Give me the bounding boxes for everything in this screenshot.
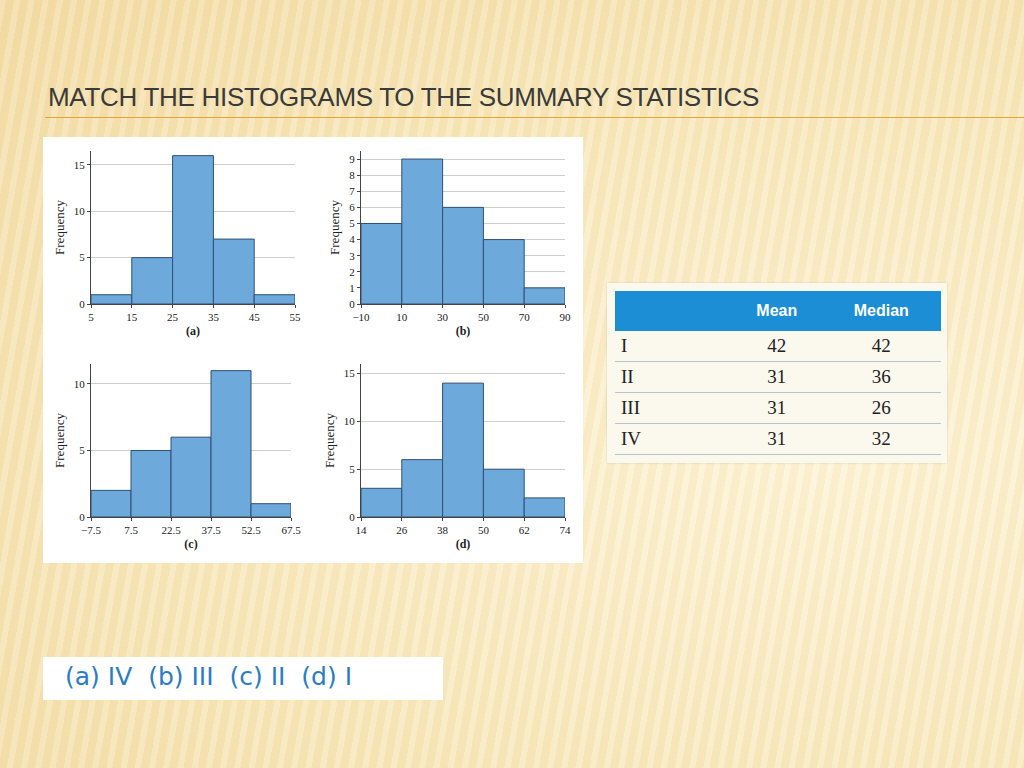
svg-text:55: 55 bbox=[290, 311, 302, 323]
svg-text:10: 10 bbox=[74, 378, 86, 390]
svg-text:70: 70 bbox=[519, 311, 531, 323]
svg-text:(d): (d) bbox=[456, 537, 471, 551]
svg-text:50: 50 bbox=[478, 524, 490, 536]
html-text:32: 32 bbox=[871, 428, 891, 449]
svg-text:7.5: 7.5 bbox=[124, 524, 138, 536]
svg-text:15: 15 bbox=[344, 367, 356, 379]
svg-text:8: 8 bbox=[349, 169, 355, 181]
svg-text:Frequency: Frequency bbox=[322, 413, 337, 468]
svg-text:3: 3 bbox=[349, 250, 355, 262]
svg-text:14: 14 bbox=[356, 524, 368, 536]
svg-text:15: 15 bbox=[74, 159, 86, 171]
svg-text:10: 10 bbox=[74, 205, 86, 217]
svg-text:5: 5 bbox=[349, 463, 355, 475]
svg-text:74: 74 bbox=[560, 524, 572, 536]
svg-text:(a): (a) bbox=[186, 324, 200, 338]
svg-text:4: 4 bbox=[349, 233, 355, 245]
svg-text:22.5: 22.5 bbox=[161, 524, 181, 536]
html-text:II: II bbox=[621, 366, 634, 387]
html-text:31: 31 bbox=[767, 428, 787, 449]
svg-text:0: 0 bbox=[349, 298, 355, 310]
svg-text:15: 15 bbox=[126, 311, 138, 323]
html-text:IV: IV bbox=[621, 428, 642, 449]
html-text:I: I bbox=[621, 335, 628, 356]
svg-text:5: 5 bbox=[79, 251, 85, 263]
html-text:36: 36 bbox=[871, 366, 891, 387]
svg-text:7: 7 bbox=[349, 185, 355, 197]
svg-text:0: 0 bbox=[349, 511, 355, 523]
html-text:Mean: Mean bbox=[756, 302, 798, 319]
html-text:MATCH THE HISTOGRAMS TO THE SU: MATCH THE HISTOGRAMS TO THE SUMMARY STAT… bbox=[48, 82, 759, 112]
svg-text:37.5: 37.5 bbox=[201, 524, 221, 536]
svg-text:0: 0 bbox=[79, 511, 85, 523]
svg-text:5: 5 bbox=[79, 444, 85, 456]
svg-text:62: 62 bbox=[519, 524, 530, 536]
html-text:(a) IV (b) III (c) II (d) I: (a) IV (b) III (c) II (d) I bbox=[65, 662, 352, 691]
html-text:42: 42 bbox=[767, 335, 787, 356]
svg-text:25: 25 bbox=[167, 311, 179, 323]
html-text:III: III bbox=[621, 397, 640, 418]
svg-text:10: 10 bbox=[396, 311, 408, 323]
svg-text:9: 9 bbox=[349, 153, 355, 165]
svg-text:90: 90 bbox=[560, 311, 572, 323]
svg-text:0: 0 bbox=[79, 298, 85, 310]
svg-text:−7.5: −7.5 bbox=[81, 524, 101, 536]
svg-text:(b): (b) bbox=[456, 324, 471, 338]
svg-text:(c): (c) bbox=[184, 537, 197, 551]
svg-text:2: 2 bbox=[349, 266, 355, 278]
html-text:Median: Median bbox=[853, 302, 909, 319]
svg-text:38: 38 bbox=[437, 524, 449, 536]
svg-text:6: 6 bbox=[349, 201, 355, 213]
svg-text:1: 1 bbox=[349, 282, 355, 294]
svg-text:10: 10 bbox=[344, 415, 356, 427]
svg-text:52.5: 52.5 bbox=[241, 524, 261, 536]
html-text:31: 31 bbox=[767, 397, 787, 418]
svg-text:5: 5 bbox=[88, 311, 94, 323]
html-text:31: 31 bbox=[767, 366, 787, 387]
html-text:42: 42 bbox=[871, 335, 891, 356]
svg-text:5: 5 bbox=[349, 217, 355, 229]
svg-text:Frequency: Frequency bbox=[52, 200, 67, 255]
svg-text:30: 30 bbox=[437, 311, 449, 323]
svg-text:Frequency: Frequency bbox=[327, 200, 342, 255]
html-text:26: 26 bbox=[871, 397, 891, 418]
svg-text:35: 35 bbox=[208, 311, 220, 323]
svg-text:−10: −10 bbox=[352, 311, 370, 323]
svg-text:67.5: 67.5 bbox=[281, 524, 301, 536]
svg-text:26: 26 bbox=[396, 524, 408, 536]
svg-text:45: 45 bbox=[249, 311, 261, 323]
svg-text:Frequency: Frequency bbox=[52, 413, 67, 468]
svg-text:50: 50 bbox=[478, 311, 490, 323]
